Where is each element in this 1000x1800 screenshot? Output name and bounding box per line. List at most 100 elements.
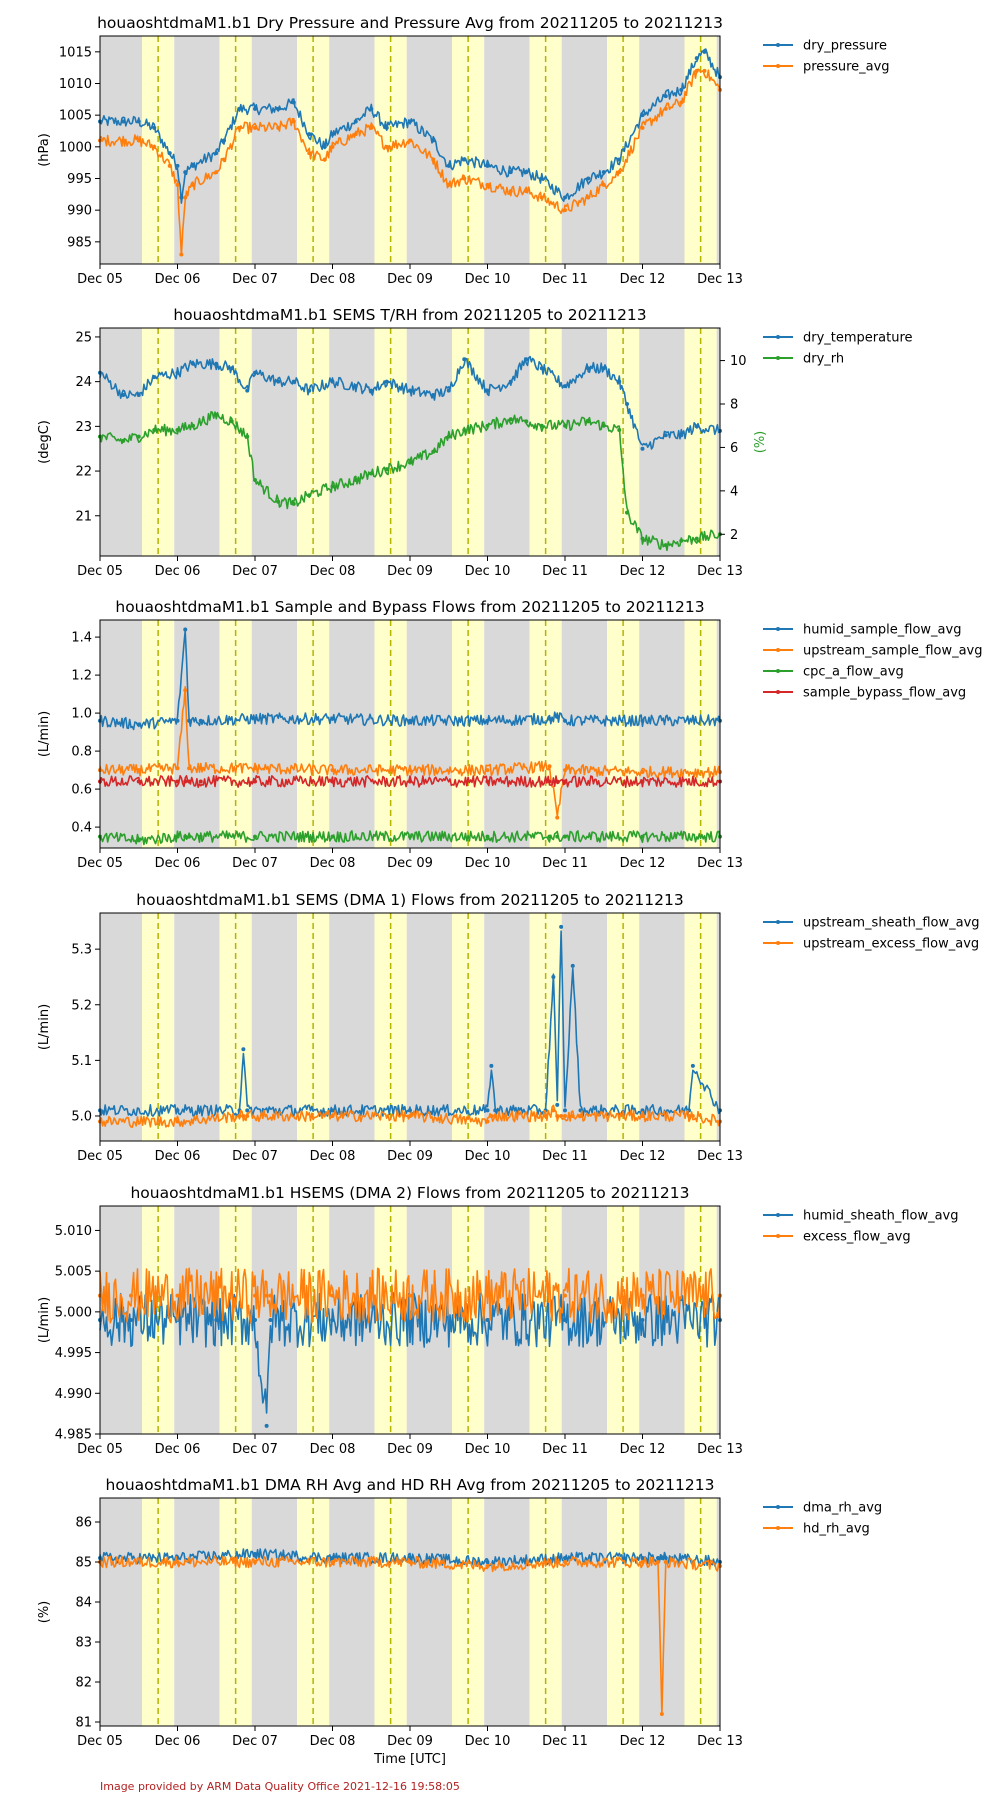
chart-title: houaoshtdmaM1.b1 DMA RH Avg and HD RH Av… [106, 1476, 715, 1494]
data-point-dry_rh [291, 501, 296, 506]
x-tick-label: Dec 11 [542, 1442, 588, 1457]
data-point-dry_rh [524, 419, 529, 424]
data-point-dry_pressure [617, 157, 622, 162]
x-tick-label: Dec 10 [465, 1149, 511, 1164]
legend-label-sample_bypass_flow_avg: sample_bypass_flow_avg [803, 686, 966, 701]
data-point-pressure_avg [431, 157, 436, 162]
night-band [484, 328, 488, 556]
data-point-pressure_avg [640, 125, 645, 130]
y-tick-label: 1005 [59, 109, 92, 124]
data-point-upstream_sample_flow_avg [183, 688, 188, 693]
y-tick-label: 1.4 [71, 631, 92, 646]
data-point-dry_temperature [485, 388, 490, 393]
data-point-dry_pressure [694, 56, 699, 61]
night-band [332, 1498, 375, 1726]
night-band [100, 913, 143, 1141]
x-tick-label: Dec 12 [620, 1734, 666, 1749]
y-tick-label: 5.1 [71, 1054, 92, 1069]
chart-title: houaoshtdmaM1.b1 HSEMS (DMA 2) Flows fro… [130, 1184, 689, 1202]
data-point-dry_temperature [253, 370, 257, 375]
data-point-upstream_excess_flow_avg [563, 1113, 567, 1118]
legend-label-dry_temperature: dry_temperature [803, 331, 913, 346]
data-point-dry_temperature [563, 384, 567, 389]
night-band [100, 1498, 143, 1726]
legend-marker [776, 1526, 780, 1530]
x-tick-label: Dec 08 [310, 564, 356, 579]
data-point-humid_sheath_flow_avg [563, 1318, 567, 1322]
data-point-upstream_excess_flow_avg [690, 1113, 695, 1118]
data-point-upstream_sample_flow_avg [555, 815, 560, 820]
legend-label-pressure_avg: pressure_avg [803, 60, 890, 75]
night-band [639, 1498, 643, 1726]
data-point-dry_temperature [229, 366, 234, 371]
data-point-dry_rh [508, 417, 513, 422]
x-axis-label: Time [UTC] [373, 1752, 446, 1767]
data-point-dry_temperature [353, 384, 358, 389]
data-point-pressure_avg [307, 151, 312, 156]
legend-marker [776, 356, 780, 360]
data-point-dry_temperature [152, 375, 157, 380]
data-point-dry_temperature [524, 357, 529, 362]
data-point-dry_pressure [330, 132, 335, 137]
x-tick-label: Dec 08 [310, 1149, 356, 1164]
chart-panel-1: houaoshtdmaM1.b1 Dry Pressure and Pressu… [37, 14, 890, 287]
night-band [251, 1498, 255, 1726]
data-point-upstream_sample_flow_avg [408, 768, 412, 773]
data-point-upstream_sample_flow_avg [640, 770, 645, 774]
y2-axis-label: (%) [753, 431, 768, 454]
night-band [642, 36, 685, 264]
x-tick-label: Dec 12 [620, 856, 666, 871]
data-point-dma_rh_avg [656, 1556, 660, 1560]
data-point-pressure_avg [524, 189, 529, 194]
x-tick-label: Dec 07 [232, 564, 278, 579]
data-point-dry_temperature [369, 388, 374, 393]
data-point-pressure_avg [152, 144, 157, 149]
data-point-humid_sheath_flow_avg [330, 1318, 335, 1322]
chart-panel-5: houaoshtdmaM1.b1 HSEMS (DMA 2) Flows fro… [37, 1184, 959, 1457]
night-band [410, 620, 453, 848]
data-point-dry_rh [663, 543, 668, 548]
data-point-upstream_excess_flow_avg [175, 1119, 180, 1124]
y-tick-label: 21 [75, 509, 92, 524]
night-band [251, 328, 255, 556]
night-band [177, 913, 220, 1141]
y-tick-label: 4.995 [55, 1346, 92, 1361]
data-point-dma_rh_avg [663, 1556, 668, 1560]
data-point-dry_pressure [253, 106, 257, 111]
x-tick-label: Dec 13 [697, 272, 743, 287]
data-point-humid_sample_flow_avg [408, 718, 412, 723]
legend-marker [776, 669, 780, 673]
y-tick-label: 23 [75, 420, 92, 435]
data-point-dry_temperature [408, 388, 412, 393]
data-point-excess_flow_avg [253, 1293, 257, 1298]
data-point-pressure_avg [601, 182, 606, 187]
data-point-dry_rh [245, 434, 250, 439]
x-tick-label: Dec 11 [542, 1734, 588, 1749]
data-point-upstream_excess_flow_avg [687, 1113, 691, 1118]
y-tick-label: 4.990 [55, 1387, 92, 1402]
data-point-dry_temperature [663, 433, 668, 438]
night-band [642, 620, 685, 848]
data-point-upstream_excess_flow_avg [408, 1113, 412, 1118]
y-tick-label: 0.4 [71, 821, 92, 836]
data-point-sample_bypass_flow_avg [408, 779, 412, 784]
legend-marker [776, 648, 780, 652]
data-point-dma_rh_avg [485, 1560, 490, 1564]
data-point-cpc_a_flow_avg [408, 834, 412, 839]
data-point-cpc_a_flow_avg [330, 834, 335, 839]
data-point-dry_pressure [276, 106, 281, 111]
data-point-dry_pressure [663, 94, 668, 99]
data-point-humid_sample_flow_avg [136, 722, 141, 727]
chart-panel-6: houaoshtdmaM1.b1 DMA RH Avg and HD RH Av… [37, 1476, 882, 1749]
night-band [251, 36, 255, 264]
data-point-upstream_excess_flow_avg [640, 1113, 645, 1118]
chart-title: houaoshtdmaM1.b1 SEMS (DMA 1) Flows from… [136, 891, 683, 909]
data-point-pressure_avg [663, 106, 668, 111]
data-point-dry_temperature [601, 366, 606, 371]
y-tick-label: 5.3 [71, 943, 92, 958]
night-band [100, 620, 143, 848]
data-point-dry_rh [485, 423, 490, 428]
data-point-upstream_sample_flow_avg [563, 768, 567, 773]
data-point-hd_rh_avg [485, 1564, 490, 1568]
y-tick-label: 24 [75, 375, 92, 390]
